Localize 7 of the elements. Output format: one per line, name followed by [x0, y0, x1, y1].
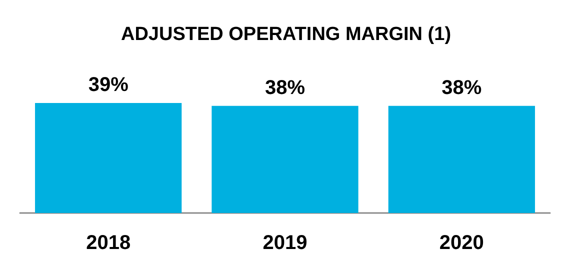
x-tick-label: 2018 — [86, 232, 131, 254]
x-tick-label: 2020 — [439, 232, 484, 254]
chart-title: ADJUSTED OPERATING MARGIN (1) — [120, 24, 452, 45]
x-tick-label: 2019 — [262, 232, 308, 254]
data-label: 39% — [88, 74, 129, 96]
data-label: 38% — [264, 76, 306, 99]
data-label: 38% — [442, 76, 482, 99]
